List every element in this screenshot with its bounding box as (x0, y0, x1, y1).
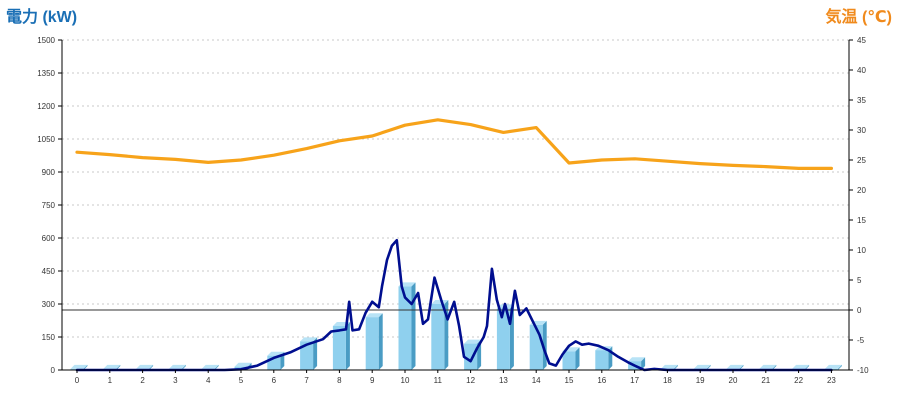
x-tick-label: 14 (532, 376, 541, 385)
left-tick-label: 1350 (37, 69, 55, 78)
bar (365, 317, 379, 370)
bar-top (759, 364, 777, 369)
bar-side (411, 282, 416, 370)
bar (332, 326, 346, 370)
x-tick-label: 19 (696, 376, 705, 385)
right-tick-label: 0 (857, 306, 862, 315)
left-tick-label: 450 (42, 267, 56, 276)
grid-layer (62, 39, 849, 338)
bar-top (365, 313, 383, 318)
bar (464, 343, 478, 370)
right-tick-label: 20 (857, 186, 866, 195)
left-axis-title: 電力 (kW) (6, 7, 77, 26)
right-tick-label: 10 (857, 246, 866, 255)
x-tick-label: 23 (827, 376, 836, 385)
right-tick-label: 30 (857, 126, 866, 135)
right-tick-label: 25 (857, 156, 866, 165)
bar (398, 286, 412, 370)
bar-top (201, 364, 219, 369)
bar-side (378, 313, 383, 370)
x-tick-label: 2 (140, 376, 145, 385)
bar-top (824, 364, 842, 369)
x-tick-label: 6 (272, 376, 277, 385)
x-tick-label: 3 (173, 376, 178, 385)
left-tick-label: 900 (42, 168, 56, 177)
bar-top (168, 364, 186, 369)
right-tick-label: 40 (857, 66, 866, 75)
bar (300, 341, 314, 370)
axis-layer (58, 39, 853, 373)
bar-side (641, 357, 646, 370)
left-tick-label: 1050 (37, 135, 55, 144)
x-tick-label: 4 (206, 376, 211, 385)
right-tick-label: 35 (857, 96, 866, 105)
x-tick-label: 13 (499, 376, 508, 385)
bar-layer (70, 282, 842, 370)
bar (595, 350, 609, 370)
right-tick-label: 15 (857, 216, 866, 225)
bar (496, 308, 510, 370)
x-tick-label: 12 (466, 376, 475, 385)
temperature-line (75, 118, 834, 170)
x-tick-label: 1 (108, 376, 113, 385)
x-tick-label: 16 (597, 376, 606, 385)
bar-top (464, 339, 482, 344)
x-tick-label: 5 (239, 376, 244, 385)
bar-side (575, 347, 580, 370)
x-tick-label: 22 (794, 376, 803, 385)
bar-side (542, 320, 547, 370)
x-tick-label: 10 (401, 376, 410, 385)
bar-top (70, 364, 88, 369)
x-tick-label: 18 (663, 376, 672, 385)
power-line (75, 238, 833, 372)
x-tick-label: 17 (630, 376, 639, 385)
x-tick-label: 20 (729, 376, 738, 385)
x-tick-label: 11 (434, 376, 443, 385)
bar-top (693, 364, 711, 369)
right-axis-title: 気温 (℃) (826, 7, 892, 26)
bar-top (726, 364, 744, 369)
x-tick-label: 15 (565, 376, 574, 385)
bar-top (103, 364, 121, 369)
bar-top (300, 337, 318, 342)
bar-top (234, 362, 252, 367)
left-tick-label: 1200 (37, 102, 55, 111)
bar (562, 351, 576, 370)
left-tick-label: 600 (42, 234, 56, 243)
bar (431, 304, 445, 370)
x-tick-label: 0 (75, 376, 80, 385)
left-tick-label: 1500 (37, 36, 55, 45)
left-tick-label: 150 (42, 333, 56, 342)
x-tick-label: 21 (761, 376, 770, 385)
left-tick-label: 300 (42, 300, 56, 309)
bar-top (431, 300, 449, 304)
right-tick-label: 5 (857, 276, 862, 285)
bar (529, 324, 543, 370)
left-tick-label: 750 (42, 201, 56, 210)
tick-layer: 01503004506007509001050120013501500-10-5… (37, 36, 869, 385)
bar-top (792, 364, 810, 369)
x-tick-label: 9 (370, 376, 375, 385)
line-layer (62, 118, 849, 372)
bar-top (628, 357, 646, 362)
right-tick-label: -10 (857, 366, 869, 375)
bar-side (837, 364, 842, 370)
x-tick-label: 7 (304, 376, 309, 385)
bar-side (345, 322, 350, 370)
right-tick-label: -5 (857, 336, 865, 345)
bar-side (313, 337, 318, 370)
x-tick-label: 8 (337, 376, 342, 385)
bar-top (660, 364, 678, 369)
left-tick-label: 0 (51, 366, 56, 375)
bar-top (136, 364, 154, 369)
right-tick-label: 45 (857, 36, 866, 45)
